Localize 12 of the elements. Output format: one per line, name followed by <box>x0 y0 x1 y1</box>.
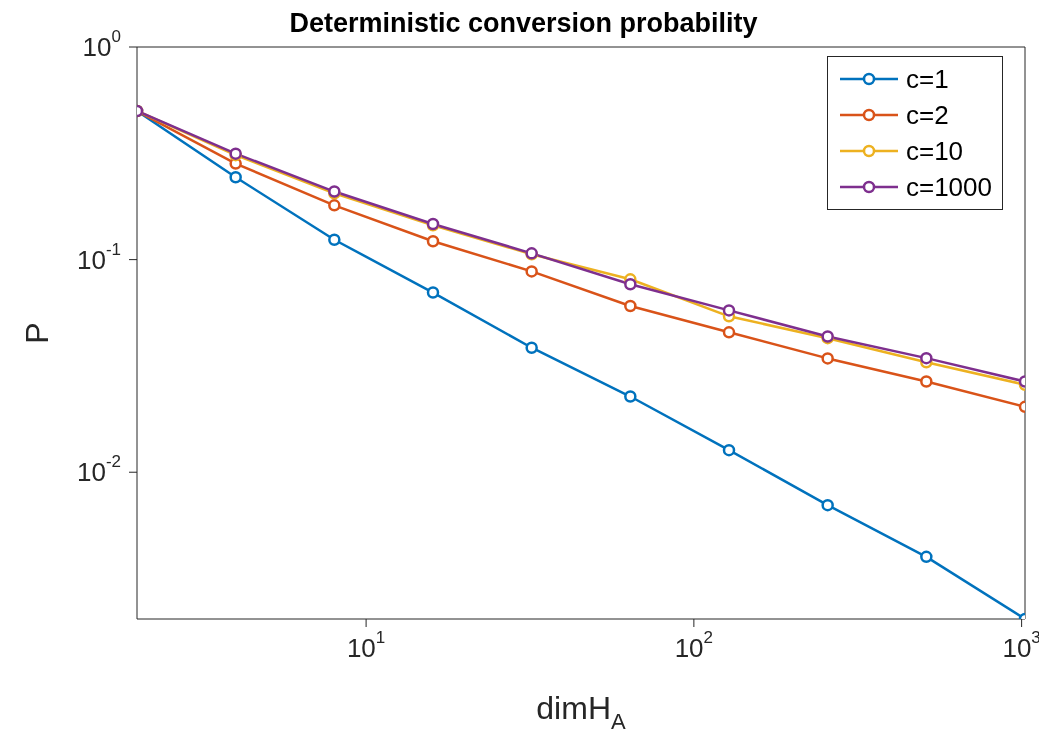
x-tick-label: 10$^{1}$ <box>346 628 386 663</box>
y-tick-label: 10$^{0}$ <box>82 27 121 62</box>
legend-label: c=2 <box>905 99 949 131</box>
x-tick-label: 10$^{2}$ <box>674 628 714 663</box>
legend-label: c=1000 <box>905 171 992 203</box>
legend-label: c=1 <box>905 63 949 95</box>
y-tick-label: 10$^{-1}$ <box>76 240 121 275</box>
legend-label: c=10 <box>905 135 964 167</box>
x-axis-title: dimH$_{A}$ <box>536 690 626 734</box>
chart-title: Deterministic conversion probability <box>289 8 758 38</box>
y-axis-title: P <box>19 322 55 344</box>
y-tick-label: 10$^{-2}$ <box>76 452 121 488</box>
